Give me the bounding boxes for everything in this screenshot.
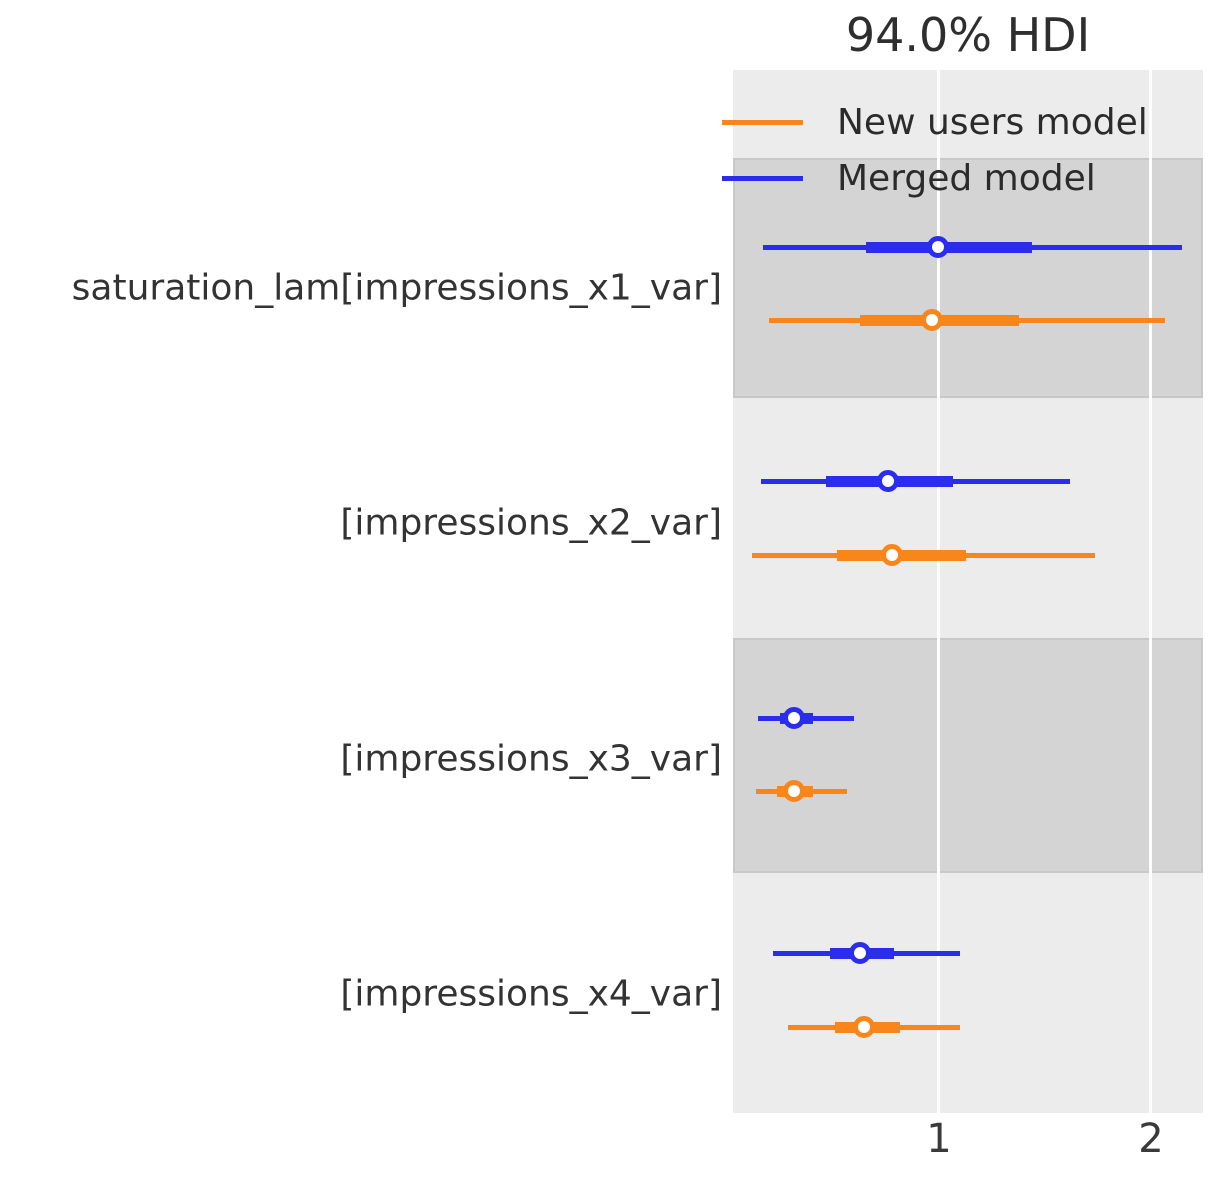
legend-label: New users model (837, 101, 1148, 143)
x-tick-label-1: 1 (926, 1116, 952, 1162)
legend-item-new-users-model: New users model (722, 94, 1148, 150)
median-dot (927, 236, 950, 258)
median-dot (783, 707, 806, 729)
median-dot (849, 942, 872, 964)
plot-area (733, 70, 1203, 1113)
y-axis-label-x1: saturation_lam[impressions_x1_var] (71, 267, 722, 309)
legend-item-merged-model: Merged model (722, 150, 1148, 206)
median-dot (783, 780, 806, 802)
median-dot (853, 1016, 876, 1038)
shaded-band (733, 638, 1203, 873)
shaded-band (733, 158, 1203, 398)
x-tick-label-2: 2 (1138, 1116, 1164, 1162)
y-axis-label-x2: [impressions_x2_var] (340, 502, 722, 544)
gridline (1148, 70, 1152, 1113)
gridline (936, 70, 940, 1113)
median-dot (880, 544, 903, 566)
legend: New users model Merged model (722, 94, 1148, 206)
legend-line-icon (722, 119, 803, 125)
median-dot (876, 470, 899, 492)
y-axis-label-x4: [impressions_x4_var] (340, 973, 722, 1015)
median-dot (921, 309, 943, 331)
y-axis-label-x3: [impressions_x3_var] (340, 738, 722, 780)
chart-title: 94.0% HDI (845, 8, 1091, 62)
legend-line-icon (722, 175, 803, 181)
legend-label: Merged model (837, 157, 1096, 199)
